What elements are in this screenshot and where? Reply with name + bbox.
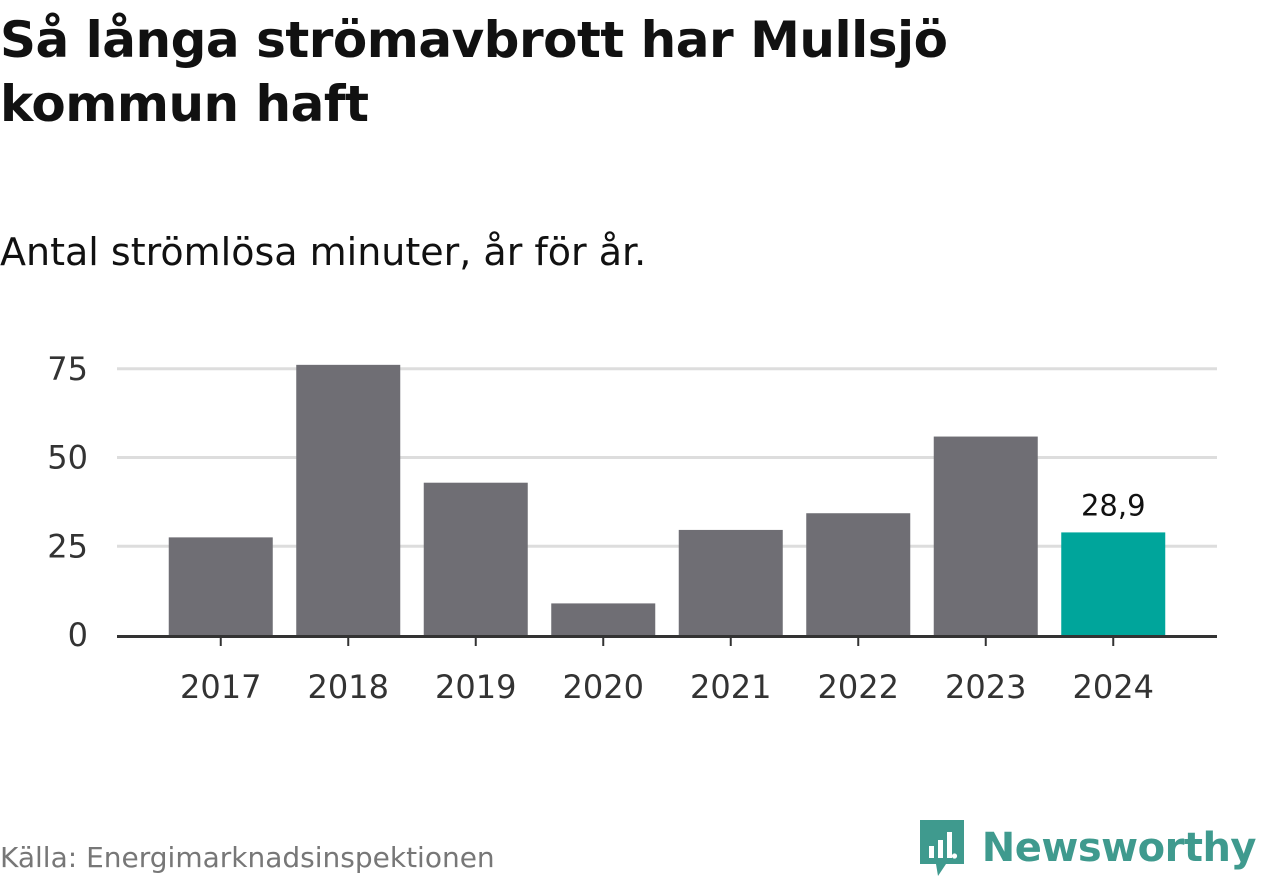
bar-2018 — [296, 364, 401, 635]
gridlines — [117, 367, 1217, 548]
x-tick-label-2024: 2024 — [1073, 668, 1154, 706]
y-tick-label-0: 0 — [68, 616, 88, 654]
x-tick-label-2021: 2021 — [690, 668, 771, 706]
chart-subtitle: Antal strömlösa minuter, år för år. — [0, 230, 647, 274]
y-tick-label-75: 75 — [47, 350, 88, 388]
x-tick-label-2019: 2019 — [435, 668, 516, 706]
x-tick-label-2020: 2020 — [563, 668, 644, 706]
bar-2024 — [1061, 532, 1166, 635]
y-tick-label-25: 25 — [47, 527, 88, 565]
bar-2022 — [806, 513, 911, 635]
bar-2021 — [678, 529, 783, 635]
newsworthy-chart-bubble-icon — [919, 820, 964, 876]
chart-title: Så långa strömavbrott har Mullsjö kommun… — [0, 11, 948, 133]
axes: 0 25 50 75 2017 2018 2019 2020 2021 2022 2023 2024 — [47, 350, 1217, 706]
newsworthy-logo: Newsworthy — [918, 818, 1257, 878]
source-note: Källa: Energimarknadsinspektionen — [0, 841, 495, 874]
data-labels: 28,9 — [1081, 488, 1146, 522]
bar-2023 — [933, 436, 1038, 635]
x-tick-label-2022: 2022 — [818, 668, 899, 706]
bar-2017 — [168, 537, 273, 635]
x-tick-label-2023: 2023 — [945, 668, 1026, 706]
data-label-2024: 28,9 — [1081, 488, 1146, 522]
x-tick-label-2017: 2017 — [180, 668, 261, 706]
y-tick-label-50: 50 — [47, 439, 88, 477]
logo-wordmark: Newsworthy — [981, 825, 1257, 871]
bar-2019 — [423, 482, 528, 635]
bars — [168, 364, 1166, 635]
bar-2020 — [551, 603, 656, 635]
x-tick-label-2018: 2018 — [308, 668, 389, 706]
